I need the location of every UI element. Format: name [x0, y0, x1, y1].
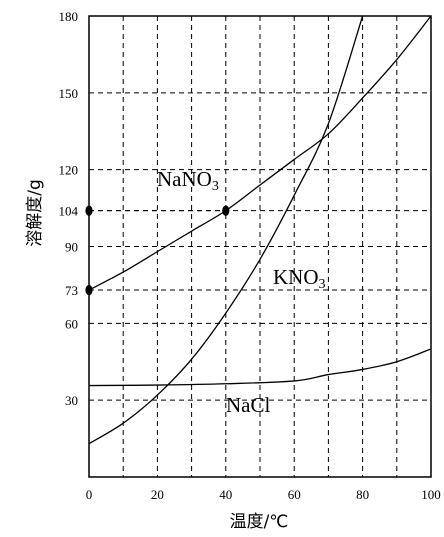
data-point [85, 205, 93, 216]
nacl-curve [89, 348, 431, 387]
plot-frame [88, 15, 432, 478]
grid [89, 16, 431, 477]
highlighted-points [85, 205, 230, 296]
x-tick-label: 20 [151, 487, 164, 502]
data-point [222, 205, 230, 216]
series-labels: NaNO3 KNO3 NaCl [157, 167, 326, 417]
y-tick-label: 60 [65, 316, 78, 331]
nano3-label: NaNO3 [157, 167, 219, 194]
nacl-label: NaCl [226, 393, 270, 417]
x-tick-label: 100 [421, 487, 441, 502]
y-tick-label: 90 [65, 240, 78, 255]
y-axis-title: 溶解度/g [25, 179, 45, 247]
tick-labels: 30 60 73 90 104 120 150 180 0 20 40 60 80 100 [59, 9, 441, 502]
y-tick-label: 120 [59, 163, 79, 178]
y-tick-label: 73 [65, 283, 78, 298]
x-tick-label: 40 [219, 487, 232, 502]
x-tick-label: 80 [356, 487, 369, 502]
x-axis-title: 温度/℃ [230, 512, 289, 532]
data-point [85, 284, 93, 296]
kno3-label: KNO3 [273, 265, 326, 292]
nano3-curve [89, 16, 431, 291]
kno3-curve [89, 16, 364, 445]
y-tick-label: 104 [59, 204, 79, 219]
x-tick-label: 0 [86, 487, 93, 502]
y-tick-label: 30 [65, 393, 78, 408]
curves [89, 16, 431, 445]
y-tick-label: 150 [59, 86, 79, 101]
y-tick-label: 180 [59, 9, 79, 24]
x-tick-label: 60 [288, 487, 301, 502]
